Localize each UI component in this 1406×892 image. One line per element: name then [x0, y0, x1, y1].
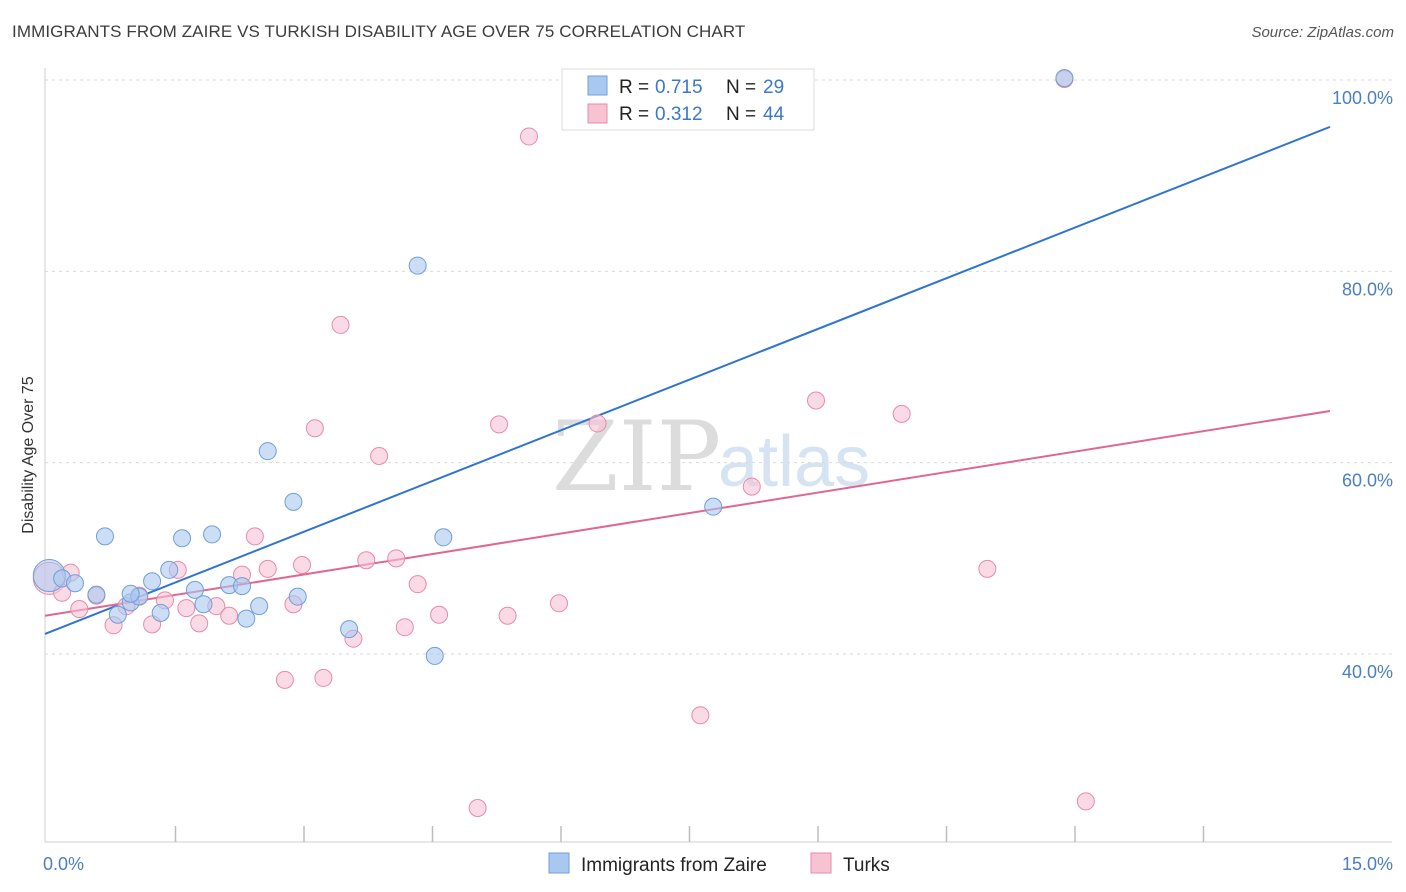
point-turks	[498, 606, 517, 625]
bottom-legend: Immigrants from Zaire Turks	[548, 852, 890, 876]
point-turks	[331, 315, 350, 334]
watermark-zip: ZIP	[552, 401, 721, 513]
point-zaire	[160, 560, 179, 579]
point-zaire	[203, 525, 222, 544]
point-turks	[520, 127, 539, 146]
y-axis-label: Disability Age Over 75	[20, 376, 37, 534]
point-turks	[892, 404, 911, 423]
point-turks	[408, 575, 427, 594]
point-turks	[807, 391, 825, 410]
point-zaire	[143, 572, 162, 591]
point-zaire	[258, 442, 277, 461]
x-tick-label: 0.0%	[43, 854, 84, 874]
point-zaire	[704, 497, 723, 516]
axes	[44, 68, 1392, 843]
point-turks	[275, 670, 294, 689]
y-tick-label: 80.0%	[1342, 279, 1393, 299]
point-zaire	[121, 584, 140, 603]
point-turks	[305, 419, 324, 438]
point-turks	[387, 549, 406, 568]
point-turks	[357, 551, 376, 570]
point-turks	[691, 706, 710, 725]
point-zaire	[185, 580, 204, 599]
legend-r-value-1: 0.715	[655, 77, 703, 98]
trend-line-zaire	[44, 125, 1331, 635]
bottom-legend-swatch-blue	[548, 852, 570, 874]
scatter-points	[32, 69, 1095, 818]
point-zaire	[340, 620, 359, 639]
legend-r-label-1: R =	[619, 77, 649, 98]
point-zaire	[194, 595, 213, 614]
legend-n-label-2: N =	[726, 104, 756, 125]
point-turks	[468, 799, 487, 818]
point-turks	[258, 559, 277, 578]
point-turks	[220, 606, 239, 625]
legend-n-value-2: 44	[763, 104, 785, 125]
watermark-atlas: atlas	[718, 422, 870, 502]
point-zaire	[233, 577, 252, 596]
point-turks	[293, 556, 311, 575]
point-zaire	[408, 256, 427, 275]
source-label: Source: ZipAtlas.com	[1251, 24, 1394, 41]
point-turks	[742, 477, 761, 496]
point-zaire	[1055, 69, 1074, 88]
trend-line-turks	[44, 410, 1331, 617]
point-turks	[490, 415, 509, 434]
y-tick-label: 60.0%	[1342, 471, 1393, 491]
tick-labels: 100.0% 80.0% 60.0% 40.0% 0.0% 15.0%	[43, 88, 1393, 874]
bottom-legend-label-2: Turks	[843, 855, 890, 876]
point-zaire	[288, 587, 307, 606]
point-turks	[1076, 792, 1095, 811]
point-zaire	[284, 492, 303, 511]
point-turks	[588, 414, 607, 433]
legend-n-label-1: N =	[726, 77, 756, 98]
legend-r-value-2: 0.312	[655, 104, 703, 125]
point-turks	[978, 559, 997, 578]
point-turks	[314, 668, 333, 687]
point-zaire	[425, 646, 444, 665]
point-turks	[177, 599, 196, 618]
y-tick-label: 40.0%	[1342, 662, 1393, 682]
point-zaire	[87, 585, 106, 604]
point-turks	[430, 605, 449, 624]
point-zaire	[151, 603, 170, 622]
point-zaire	[250, 597, 269, 616]
y-tick-label: 100.0%	[1332, 88, 1393, 108]
legend-n-value-1: 29	[763, 77, 784, 98]
point-zaire	[95, 527, 114, 546]
point-zaire	[434, 528, 453, 547]
legend-swatch-blue	[587, 75, 608, 96]
point-turks	[370, 446, 389, 465]
legend: R = 0.715 N = 29 R = 0.312 N = 44	[561, 68, 815, 131]
point-turks	[395, 618, 414, 637]
point-turks	[550, 594, 568, 613]
chart-title: IMMIGRANTS FROM ZAIRE VS TURKISH DISABIL…	[12, 22, 746, 41]
point-turks	[190, 614, 209, 633]
trend-lines	[44, 125, 1331, 635]
point-turks	[70, 600, 89, 619]
x-tick-label: 15.0%	[1342, 854, 1393, 874]
legend-swatch-pink	[587, 103, 608, 124]
point-zaire	[108, 605, 127, 624]
point-turks	[245, 527, 264, 546]
bottom-legend-label-1: Immigrants from Zaire	[581, 855, 767, 876]
point-zaire	[173, 529, 192, 548]
point-zaire	[237, 609, 256, 628]
legend-r-label-2: R =	[619, 104, 649, 125]
bottom-legend-swatch-pink	[810, 852, 832, 874]
point-zaire	[65, 574, 84, 593]
